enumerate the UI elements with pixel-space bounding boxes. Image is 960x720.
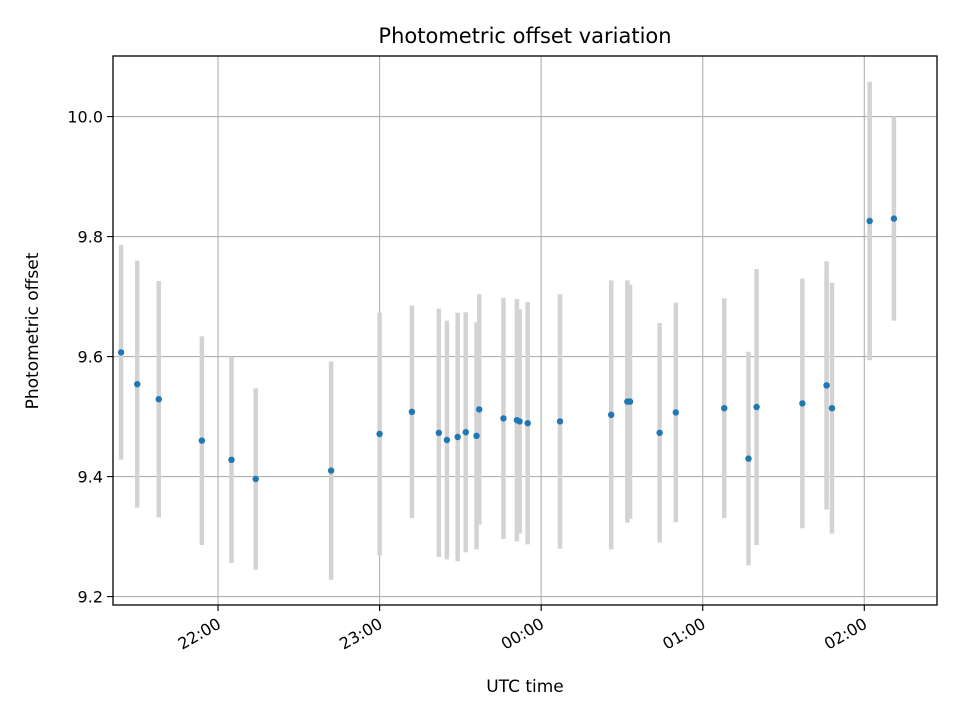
data-point [408, 408, 416, 415]
x-axis: 22:00 23:00 00:00 01:00 02:00 [175, 605, 870, 654]
data-point [890, 215, 898, 222]
data-point [443, 436, 451, 444]
data-point [500, 415, 507, 422]
data-point [252, 475, 259, 483]
data-point [376, 430, 383, 438]
data-point [721, 405, 728, 412]
data-point [745, 455, 752, 462]
x-tick-label: 02:00 [821, 614, 870, 654]
data-point [823, 382, 830, 389]
data-point [228, 456, 235, 463]
data-point [516, 418, 523, 425]
y-tick-label: 9.4 [78, 468, 103, 487]
data-point [524, 420, 531, 427]
data-point [607, 411, 615, 418]
data-point [828, 405, 836, 412]
data-point [556, 418, 564, 425]
data-point [117, 349, 125, 356]
x-axis-label: UTC time [486, 677, 564, 697]
data-point [327, 467, 335, 474]
x-tick-label: 23:00 [336, 614, 385, 654]
data-point [672, 409, 679, 416]
data-point [454, 433, 461, 441]
error-bars [118, 81, 897, 580]
y-axis-label: Photometric offset [23, 252, 43, 409]
data-point [198, 437, 206, 444]
y-axis: 9.2 9.4 9.6 9.8 10.0 [67, 108, 113, 607]
chart-title: Photometric offset variation [378, 24, 671, 48]
x-tick-label: 00:00 [498, 614, 547, 654]
y-tick-label: 9.8 [78, 228, 103, 247]
data-points [117, 215, 898, 483]
plot-frame [112, 55, 938, 606]
data-point [626, 398, 634, 405]
x-tick-label: 01:00 [659, 614, 708, 654]
grid-lines [113, 56, 937, 605]
data-point [435, 429, 443, 436]
y-tick-label: 9.2 [78, 588, 103, 607]
y-tick-label: 10.0 [67, 108, 103, 127]
data-point [155, 396, 162, 403]
data-point [866, 217, 873, 225]
y-tick-label: 9.6 [78, 348, 103, 367]
data-point [753, 403, 760, 411]
x-tick-label: 22:00 [175, 614, 224, 654]
data-point [799, 400, 806, 407]
data-point [134, 381, 141, 388]
data-point [462, 429, 469, 436]
data-point [656, 429, 663, 436]
data-point [473, 432, 480, 439]
data-point [476, 406, 483, 413]
